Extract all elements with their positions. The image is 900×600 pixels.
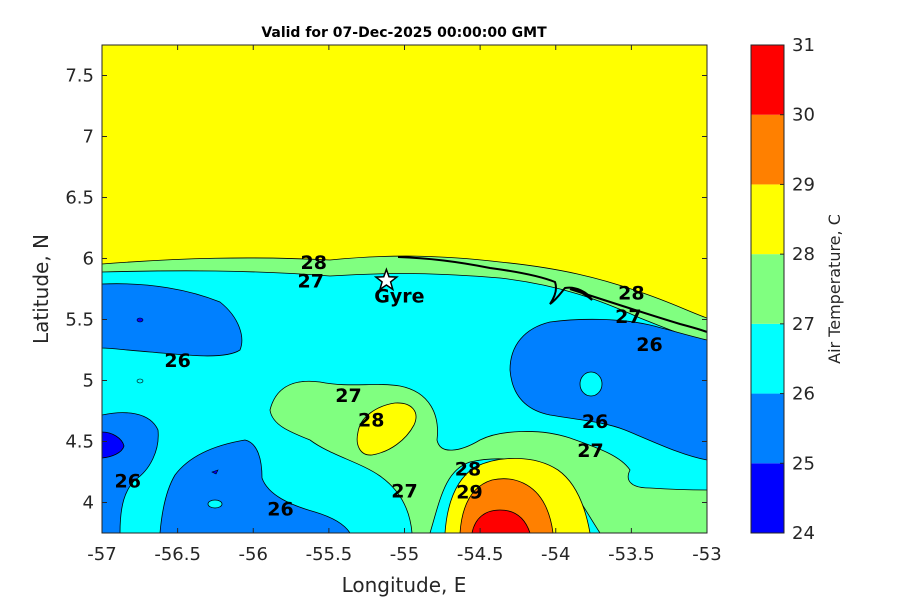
y-tick-label: 5 (83, 371, 94, 392)
colorbar-tick-label: 25 (792, 453, 815, 474)
chart-title: Valid for 07-Dec-2025 00:00:00 GMT (261, 25, 547, 41)
speck-west-1 (136, 317, 144, 323)
contour-label: 28 (358, 410, 384, 432)
colorbar-tick-label: 29 (792, 174, 815, 195)
y-axis-label: Latitude, N (29, 234, 53, 344)
island-30-south (471, 509, 531, 533)
colorbar-frame (750, 44, 785, 534)
x-tick-label: -53.5 (608, 544, 655, 565)
colorbar: 24 25 26 27 28 29 30 31 (750, 35, 815, 544)
contour-label: 28 (301, 252, 327, 274)
y-tick-label: 5.5 (65, 310, 94, 331)
contour-label: 26 (164, 350, 190, 372)
colorbar-tick-label: 28 (792, 244, 815, 265)
x-tick-label: -54.5 (457, 544, 504, 565)
x-tick-label: -54 (541, 544, 570, 565)
patch-25-east (509, 318, 707, 461)
colorbar-tick-label: 27 (792, 314, 815, 335)
x-tick-label: -55 (390, 544, 419, 565)
speck-south (211, 469, 219, 475)
patch-24-southwest (102, 431, 125, 459)
contour-label: 27 (335, 385, 361, 407)
contour-label: 26 (636, 334, 662, 356)
contour-label: 26 (267, 499, 293, 521)
x-tick-label: -56.5 (154, 544, 201, 565)
contour-label: 26 (582, 411, 608, 433)
contour-label: 27 (615, 306, 641, 328)
colorbar-swatch (751, 393, 784, 464)
colorbar-swatch (751, 463, 784, 533)
patch-25-south (159, 439, 351, 533)
y-tick-label: 6.5 (65, 188, 94, 209)
x-tick-label: -57 (87, 544, 116, 565)
star-icon (373, 267, 399, 292)
patch-25-west (102, 283, 243, 357)
hole-26-south (207, 499, 223, 509)
contour-label: 27 (297, 270, 323, 292)
coastline (397, 256, 707, 333)
x-axis-ticks: -57 -56.5 -56 -55.5 -55 -54.5 -54 -53.5 -53 (87, 45, 722, 565)
y-tick-label: 4.5 (65, 432, 94, 453)
colorbar-swatch (751, 254, 784, 324)
colorbar-tick-label: 26 (792, 384, 815, 405)
x-tick-label: -56 (239, 544, 268, 565)
y-tick-label: 6 (83, 249, 94, 270)
colorbar-swatch (751, 114, 784, 185)
y-tick-label: 7.5 (65, 66, 94, 87)
colorbar-tick-label: 30 (792, 105, 815, 126)
y-tick-label: 4 (83, 493, 94, 514)
y-axis-ticks: 4 4.5 5 5.5 6 6.5 7 7.5 (65, 66, 707, 514)
y-tick-label: 7 (83, 127, 94, 148)
colorbar-tick-label: 31 (792, 35, 815, 56)
gyre-marker: Gyre (373, 267, 424, 307)
speck-west-2 (136, 378, 144, 384)
x-tick-label: -53 (692, 544, 721, 565)
contour-field (102, 45, 707, 533)
contour-label: 29 (456, 482, 482, 504)
contour-label: 27 (391, 480, 417, 502)
colorbar-swatch (751, 45, 784, 115)
colorbar-swatch (751, 184, 784, 255)
contour-label: 27 (577, 440, 603, 462)
x-tick-label: -55.5 (306, 544, 353, 565)
hole-26-east (579, 371, 603, 397)
colorbar-swatch (751, 323, 784, 394)
contour-label: 28 (618, 283, 644, 305)
marker-label: Gyre (374, 285, 424, 307)
x-axis-label: Longitude, E (342, 573, 467, 597)
colorbar-tick-label: 24 (792, 523, 815, 544)
contour-label: 28 (455, 458, 481, 480)
island-28-center (356, 402, 417, 456)
colorbar-label: Air Temperature, C (825, 214, 844, 364)
contour-label: 26 (114, 471, 140, 493)
